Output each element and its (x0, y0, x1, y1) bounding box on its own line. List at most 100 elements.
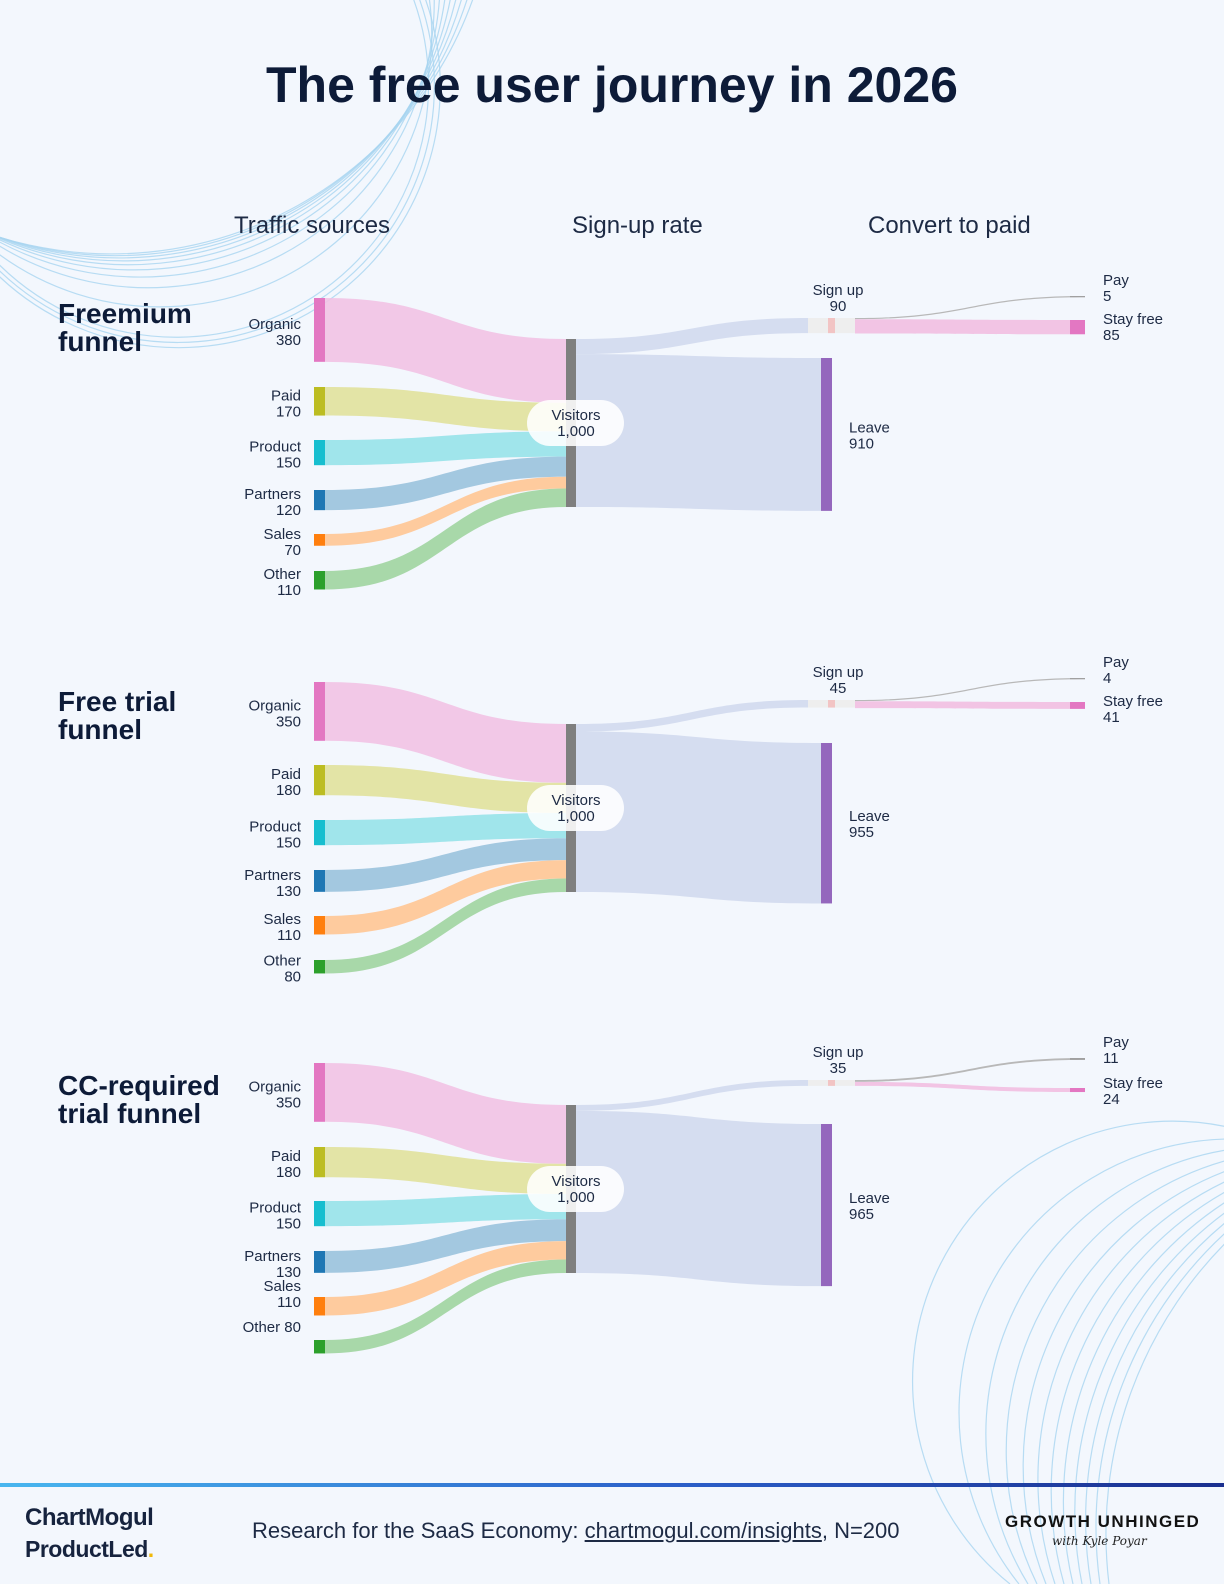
source-paid-label: Paid (271, 766, 301, 783)
node-organic (314, 682, 325, 741)
node-product (314, 820, 325, 846)
node-other (314, 960, 325, 974)
visitors-label: Visitors (552, 792, 601, 809)
decor-arc (1037, 1181, 1224, 1584)
source-paid-value: 180 (276, 1164, 301, 1181)
decor-arc (0, 0, 435, 289)
leave-label: Leave (849, 419, 890, 436)
link-product-to-visitors (325, 813, 566, 846)
source-partners-value: 130 (276, 1264, 301, 1281)
node-pay (1070, 1058, 1085, 1060)
source-product-value: 150 (276, 1216, 301, 1233)
link-organic-to-visitors (325, 682, 566, 783)
leave-value: 965 (849, 1206, 874, 1223)
decor-arc (1005, 1160, 1224, 1584)
sign-up-label: Sign up (813, 282, 864, 299)
link-paid-to-visitors (325, 387, 566, 432)
node-leave (821, 1124, 832, 1287)
decor-arc (1022, 1171, 1224, 1584)
stay-free-label: Stay free (1103, 693, 1163, 710)
node-other (314, 1340, 325, 1354)
column-header-convert-to-paid: Convert to paid (868, 212, 1031, 239)
decor-arc (985, 1149, 1224, 1584)
node-pay (1070, 678, 1085, 680)
node-paid (314, 387, 325, 416)
growth-unhinged-byline: with Kyle Poyar (1052, 1534, 1147, 1548)
decor-arc (1074, 1212, 1224, 1584)
source-other-value: 110 (277, 582, 301, 599)
visitors-label: Visitors (552, 407, 601, 424)
source-partners-value: 120 (276, 502, 301, 519)
source-paid-label: Paid (271, 387, 301, 404)
source-organic-value: 350 (276, 713, 301, 730)
leave-label: Leave (849, 808, 890, 825)
source-sales-label: Sales (263, 1278, 301, 1295)
node-leave (821, 743, 832, 904)
leave-value: 910 (849, 435, 874, 452)
pay-label: Pay (1103, 1034, 1129, 1051)
node-sign-up-mark (828, 318, 835, 334)
link-other-to-visitors (325, 488, 566, 590)
source-product-label: Product (249, 1200, 302, 1217)
source-partners-label: Partners (244, 1248, 301, 1265)
node-stay-free (1070, 702, 1085, 709)
node-partners (314, 1251, 325, 1273)
source-organic-label: Organic (248, 1078, 301, 1095)
decor-arc (1105, 1243, 1224, 1584)
chartmogul-logo: ChartMogul (25, 1504, 154, 1531)
link-product-to-visitors (325, 431, 566, 466)
productled-logo: ProductLed. (25, 1536, 154, 1563)
node-other (314, 571, 325, 590)
link-visitors-to-sign-up (576, 1080, 808, 1111)
link-partners-to-visitors (325, 1219, 566, 1273)
link-partners-to-visitors (325, 838, 566, 892)
visitors-value: 1,000 (557, 423, 595, 440)
source-product-value: 150 (276, 455, 301, 472)
source-organic-label: Organic (248, 316, 301, 333)
node-sales (314, 1297, 325, 1316)
link-product-to-visitors (325, 1194, 566, 1227)
insights-link[interactable]: chartmogul.com/insights (584, 1518, 822, 1543)
node-product (314, 1201, 325, 1227)
decor-arc (1062, 1202, 1224, 1584)
node-sales (314, 534, 325, 546)
visitors-value: 1,000 (557, 808, 595, 825)
sign-up-value: 45 (830, 680, 847, 697)
link-paid-to-visitors (325, 1147, 566, 1195)
footnote: Research for the SaaS Economy: chartmogu… (252, 1518, 900, 1544)
node-stay-free (1070, 320, 1085, 335)
link-visitors-to-leave (576, 731, 821, 904)
node-leave (821, 358, 832, 511)
link-sign-up-to-stay-free (855, 319, 1070, 335)
link-other-to-visitors (325, 878, 566, 974)
stay-free-value: 41 (1103, 709, 1120, 726)
source-sales-value: 70 (284, 542, 301, 559)
visitors-label-bg (527, 785, 624, 831)
link-organic-to-visitors (325, 1063, 566, 1164)
visitors-label-bg (527, 1166, 624, 1212)
funnel-title-freemium: Freemium funnel (58, 298, 192, 357)
node-product (314, 440, 325, 466)
link-paid-to-visitors (325, 765, 566, 814)
productled-logo-text: ProductLed (25, 1536, 148, 1562)
visitors-value: 1,000 (557, 1189, 595, 1206)
link-sign-up-to-pay (855, 678, 1085, 702)
decor-arc (0, 0, 441, 349)
visitors-label: Visitors (552, 1173, 601, 1190)
pay-value: 5 (1103, 288, 1111, 305)
leave-label: Leave (849, 1190, 890, 1207)
node-paid (314, 1147, 325, 1178)
stay-free-label: Stay free (1103, 311, 1163, 328)
source-paid-value: 180 (276, 782, 301, 799)
pay-label: Pay (1103, 654, 1129, 671)
pay-value: 11 (1103, 1050, 1119, 1067)
node-organic (314, 298, 325, 362)
source-product-value: 150 (276, 835, 301, 852)
link-visitors-to-leave (576, 1110, 821, 1287)
stay-free-label: Stay free (1103, 1075, 1163, 1092)
link-sign-up-to-stay-free (855, 701, 1070, 709)
footer-divider (0, 1483, 1224, 1487)
